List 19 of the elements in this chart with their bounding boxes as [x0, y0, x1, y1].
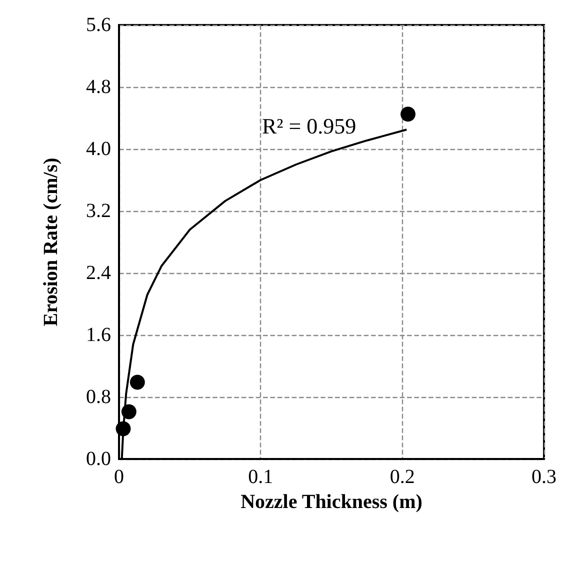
annotation: R² = 0.959	[262, 114, 356, 138]
y-tick-label: 0.0	[86, 448, 111, 470]
y-tick-label: 4.0	[86, 138, 111, 160]
x-axis-title: Nozzle Thickness (m)	[240, 490, 422, 513]
y-tick-label: 2.4	[86, 262, 111, 284]
y-tick-label: 3.2	[86, 200, 111, 222]
y-tick-label: 0.8	[86, 386, 111, 408]
y-tick-label: 1.6	[86, 324, 111, 346]
x-tick-label: 0.1	[248, 466, 274, 488]
y-axis-title: Erosion Rate (cm/s)	[40, 158, 62, 326]
y-tick-label: 4.8	[86, 76, 111, 98]
x-tick-label: 0.2	[390, 466, 415, 488]
point	[121, 404, 136, 420]
point	[116, 421, 131, 436]
point	[400, 106, 416, 122]
point	[130, 374, 145, 390]
x-tick-label: 0.3	[532, 466, 556, 488]
y-tick-label: 5.6	[86, 14, 111, 36]
x-tick-label: 0	[114, 466, 124, 488]
